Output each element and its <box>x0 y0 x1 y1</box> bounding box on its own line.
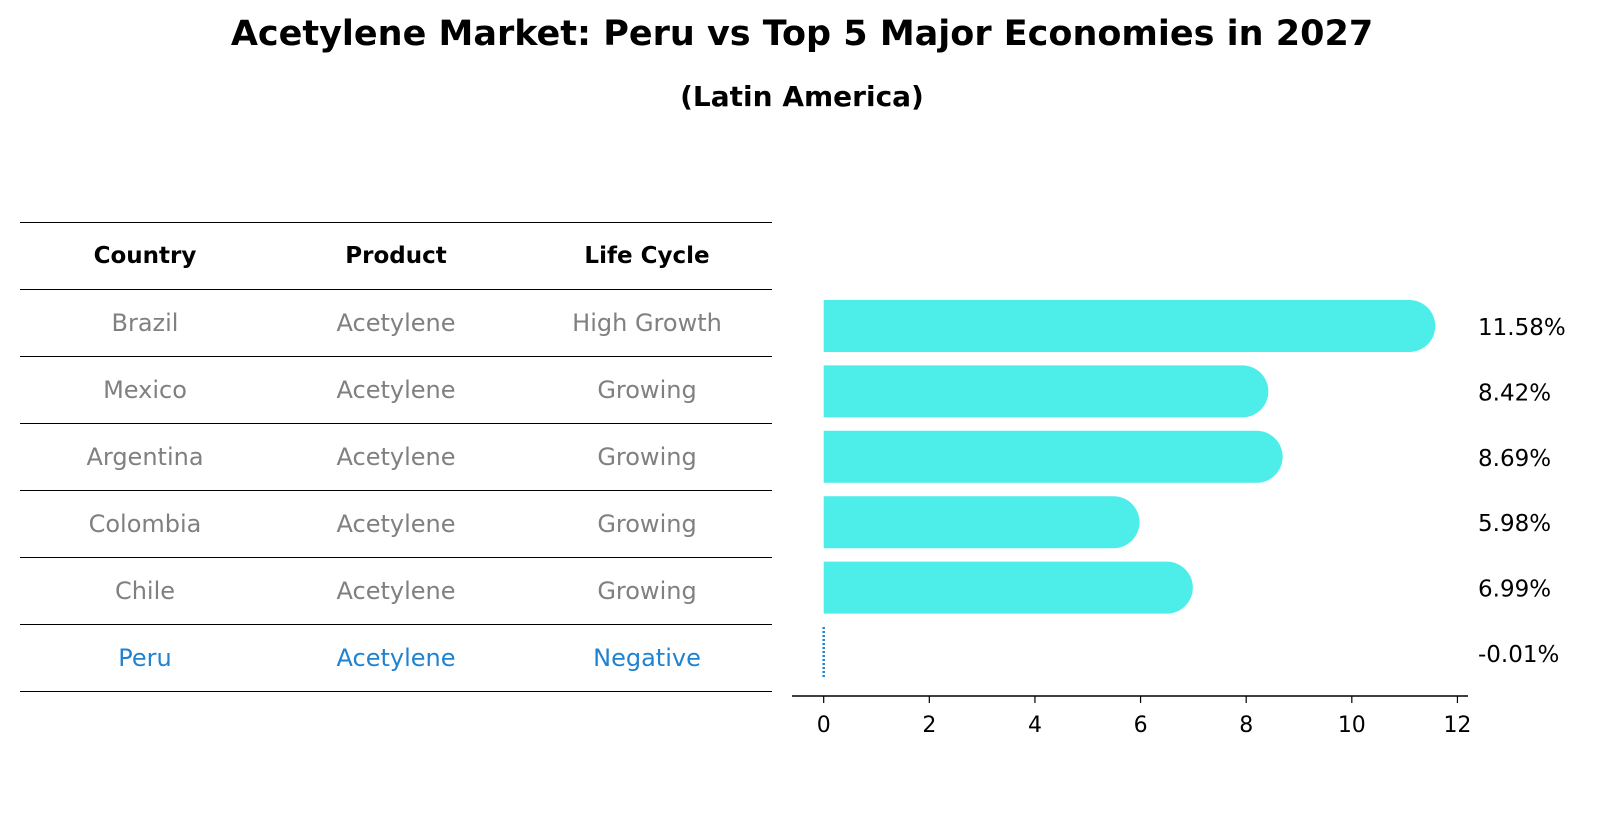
cell-product: Acetylene <box>336 510 456 538</box>
bar-chile <box>823 561 1193 614</box>
market-table: Country Product Life Cycle Brazil Acetyl… <box>20 222 772 692</box>
cell-country: Peru <box>118 644 172 672</box>
table-row: Colombia Acetylene Growing <box>20 491 772 558</box>
x-tick-label: 0 <box>817 713 831 738</box>
bar-mexico <box>823 365 1269 418</box>
chart-subtitle: (Latin America) <box>680 80 924 113</box>
cell-product: Acetylene <box>336 309 456 337</box>
x-tick-label: 8 <box>1239 713 1253 738</box>
value-label: 11.58% <box>1478 315 1566 341</box>
x-tick-label: 6 <box>1134 713 1148 738</box>
x-tick-label: 4 <box>1028 713 1042 738</box>
value-label: 5.98% <box>1478 511 1551 537</box>
bar-argentina <box>823 430 1283 483</box>
cell-product: Acetylene <box>336 577 456 605</box>
cell-life-cycle: Growing <box>597 510 697 538</box>
x-tick-label: 2 <box>922 713 936 738</box>
cell-country: Colombia <box>88 510 202 538</box>
table-row: Argentina Acetylene Growing <box>20 424 772 491</box>
cell-product: Acetylene <box>336 443 456 471</box>
cell-life-cycle: Growing <box>597 443 697 471</box>
table-row-highlighted: Peru Acetylene Negative <box>20 625 772 692</box>
cell-life-cycle: Growing <box>597 376 697 404</box>
cell-life-cycle: High Growth <box>572 309 722 337</box>
bar-brazil <box>823 300 1436 352</box>
table-row: Mexico Acetylene Growing <box>20 357 772 424</box>
cell-country: Brazil <box>111 309 179 337</box>
table-row: Brazil Acetylene High Growth <box>20 290 772 357</box>
value-label: 6.99% <box>1478 577 1551 603</box>
bar-colombia <box>823 496 1140 549</box>
table-row: Chile Acetylene Growing <box>20 558 772 625</box>
value-label: -0.01% <box>1478 642 1559 668</box>
header-country: Country <box>93 243 197 269</box>
table-header-row: Country Product Life Cycle <box>20 223 772 290</box>
cell-country: Chile <box>114 577 176 605</box>
header-product: Product <box>345 243 447 269</box>
cell-product: Acetylene <box>336 376 456 404</box>
cell-life-cycle: Negative <box>593 644 701 672</box>
cell-life-cycle: Growing <box>597 577 697 605</box>
header-life-cycle: Life Cycle <box>584 243 710 269</box>
x-tick-label: 12 <box>1443 713 1471 738</box>
cell-country: Mexico <box>103 376 187 404</box>
value-label: 8.42% <box>1478 380 1551 406</box>
chart-title: Acetylene Market: Peru vs Top 5 Major Ec… <box>230 14 1374 54</box>
cell-product: Acetylene <box>336 644 456 672</box>
x-tick-label: 10 <box>1338 713 1366 738</box>
value-label: 8.69% <box>1478 446 1551 472</box>
cell-country: Argentina <box>86 443 204 471</box>
